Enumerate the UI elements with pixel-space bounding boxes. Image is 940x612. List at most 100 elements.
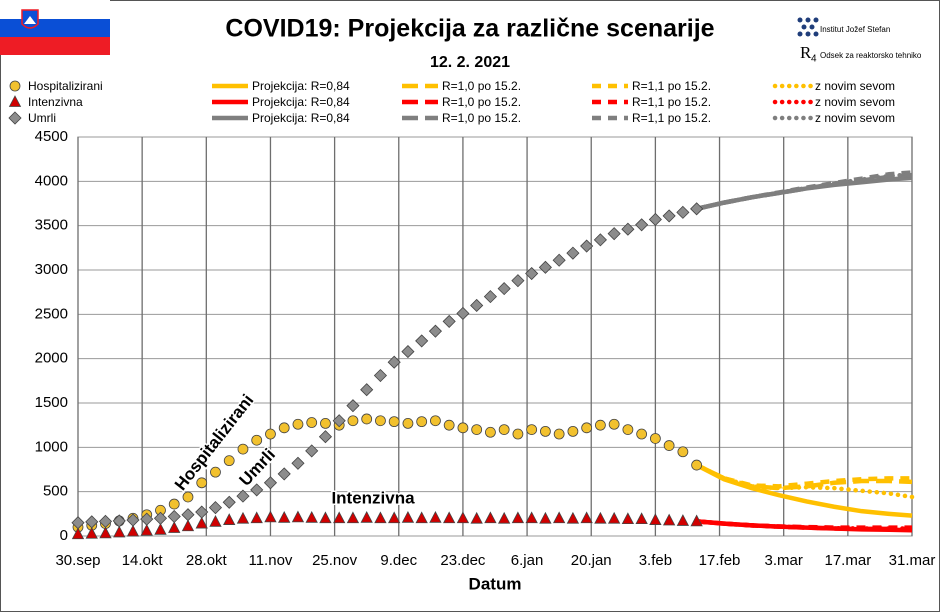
marker — [401, 510, 415, 523]
projection-line — [694, 462, 915, 500]
marker — [663, 440, 675, 451]
marker — [649, 513, 662, 525]
marker — [388, 511, 401, 524]
marker — [71, 516, 85, 530]
x-tick-label: 9.dec — [380, 552, 417, 569]
marker — [153, 511, 168, 525]
legend-label: Umrli — [28, 111, 56, 125]
marker — [483, 290, 497, 304]
chart-title: COVID19: Projekcija za različne scenarij… — [225, 15, 714, 43]
marker — [347, 415, 359, 427]
marker — [346, 511, 360, 524]
y-tick-label: 1500 — [35, 394, 68, 411]
marker — [676, 514, 690, 526]
marker — [662, 209, 676, 223]
projection-line — [695, 463, 913, 491]
marker — [649, 433, 661, 444]
marker — [580, 511, 593, 524]
x-tick-label: 3.mar — [765, 552, 803, 569]
marker — [470, 298, 484, 313]
marker — [85, 526, 98, 539]
marker — [498, 424, 510, 436]
marker — [526, 424, 538, 436]
marker — [291, 510, 305, 523]
marker — [251, 434, 263, 446]
marker — [209, 514, 222, 527]
marker — [608, 418, 620, 430]
marker — [168, 498, 180, 510]
marker — [566, 511, 580, 524]
department-name: Odsek za reaktorsko tehniko — [820, 51, 922, 60]
marker — [196, 477, 208, 489]
y-tick-label: 4500 — [35, 128, 68, 145]
flag — [0, 0, 110, 55]
series-markers — [72, 413, 703, 533]
y-tick-label: 0 — [60, 527, 68, 544]
marker — [264, 510, 277, 523]
institute-logo: R 4 — [797, 17, 819, 65]
marker — [443, 511, 456, 524]
marker — [346, 399, 360, 413]
marker — [250, 511, 263, 524]
legend-label: R=1,0 po 15.2. — [442, 79, 521, 93]
marker — [553, 428, 565, 440]
marker — [99, 526, 112, 539]
marker — [621, 512, 635, 525]
marker — [319, 511, 332, 524]
marker — [635, 218, 649, 232]
marker — [539, 511, 552, 524]
x-tick-label: 11.nov — [248, 552, 292, 569]
marker — [223, 455, 235, 467]
marker — [278, 510, 291, 523]
marker — [607, 511, 621, 524]
marker — [222, 495, 236, 509]
legend-label: Projekcija: R=0,84 — [252, 95, 350, 109]
legend-label: Projekcija: R=0,84 — [252, 79, 350, 93]
annotation: Intenzivna — [331, 488, 415, 507]
marker — [498, 511, 511, 524]
marker — [497, 282, 511, 296]
marker — [113, 525, 126, 538]
x-tick-label: 30.sep — [55, 552, 100, 569]
marker — [511, 511, 525, 524]
marker — [195, 505, 209, 519]
y-tick-label: 3500 — [35, 217, 68, 234]
marker — [305, 510, 318, 523]
x-tick-label: 25.nov — [312, 552, 358, 569]
marker — [416, 416, 428, 428]
marker — [566, 246, 580, 260]
y-tick-label: 4000 — [35, 172, 68, 189]
y-tick-label: 500 — [43, 483, 68, 500]
marker — [98, 514, 113, 528]
y-tick-label: 1000 — [35, 438, 68, 455]
marker — [443, 419, 455, 431]
legend-label: z novim sevom — [815, 95, 895, 109]
marker — [635, 512, 648, 525]
marker — [430, 415, 441, 427]
marker — [292, 418, 304, 430]
marker — [471, 424, 483, 436]
marker — [126, 524, 140, 537]
institute-name: Institut Jožef Stefan — [820, 25, 890, 34]
marker — [457, 422, 469, 434]
marker — [415, 334, 429, 348]
marker — [333, 511, 346, 524]
x-axis-label: Datum — [469, 574, 522, 593]
legend-label: R=1,0 po 15.2. — [442, 111, 521, 125]
marker — [374, 511, 387, 524]
marker — [195, 516, 208, 529]
legend-label: R=1,1 po 15.2. — [632, 95, 711, 109]
marker — [8, 111, 22, 125]
legend-label: Hospitalizirani — [28, 79, 103, 93]
marker — [677, 446, 689, 458]
marker — [648, 212, 662, 227]
marker — [223, 513, 236, 525]
series-markers — [71, 202, 704, 530]
marker — [594, 511, 607, 524]
marker — [318, 430, 333, 444]
marker — [607, 227, 621, 241]
marker — [580, 239, 594, 253]
marker — [690, 514, 703, 527]
marker — [332, 414, 346, 428]
marker — [375, 415, 386, 427]
